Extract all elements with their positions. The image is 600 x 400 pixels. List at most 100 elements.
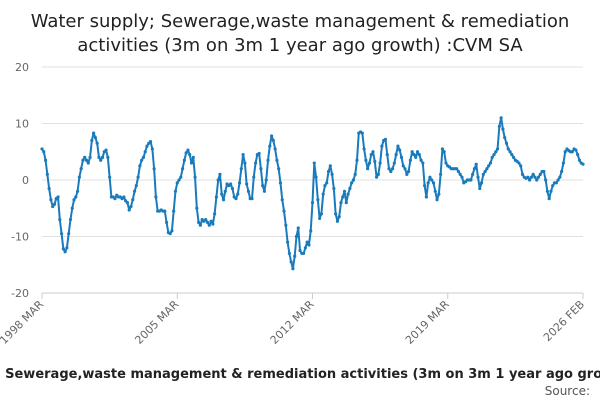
data-point[interactable]	[479, 181, 484, 185]
data-point[interactable]	[373, 159, 377, 163]
data-point[interactable]	[526, 175, 530, 179]
data-point[interactable]	[259, 167, 263, 171]
data-point[interactable]	[536, 175, 541, 179]
data-point[interactable]	[494, 150, 498, 154]
data-point[interactable]	[97, 155, 101, 159]
data-point[interactable]	[305, 240, 309, 244]
data-point[interactable]	[483, 169, 487, 174]
data-point[interactable]	[504, 141, 509, 145]
data-point[interactable]	[93, 136, 97, 140]
data-point[interactable]	[95, 141, 99, 145]
data-point[interactable]	[474, 162, 478, 166]
data-point[interactable]	[257, 151, 261, 156]
data-point[interactable]	[296, 226, 300, 230]
data-point[interactable]	[193, 175, 197, 179]
data-point[interactable]	[558, 175, 562, 179]
data-point[interactable]	[302, 251, 306, 256]
data-point[interactable]	[538, 172, 542, 176]
data-point[interactable]	[511, 155, 516, 159]
data-point[interactable]	[88, 155, 92, 159]
data-point[interactable]	[280, 198, 284, 202]
data-point[interactable]	[246, 189, 251, 193]
data-point[interactable]	[182, 158, 186, 162]
data-point[interactable]	[234, 197, 238, 201]
data-point[interactable]	[307, 243, 311, 247]
data-point[interactable]	[312, 161, 316, 165]
data-point[interactable]	[419, 158, 423, 162]
data-point[interactable]	[319, 212, 323, 216]
data-point[interactable]	[197, 220, 201, 224]
data-point[interactable]	[163, 209, 167, 213]
data-point[interactable]	[426, 181, 430, 185]
data-point[interactable]	[581, 162, 585, 166]
data-point[interactable]	[392, 161, 396, 165]
data-point[interactable]	[216, 178, 220, 182]
data-point[interactable]	[495, 147, 500, 151]
data-point[interactable]	[439, 172, 443, 176]
data-point[interactable]	[65, 246, 69, 250]
data-point[interactable]	[415, 150, 420, 154]
data-point[interactable]	[75, 189, 80, 193]
data-point[interactable]	[435, 198, 439, 202]
data-point[interactable]	[221, 198, 226, 202]
data-point[interactable]	[380, 144, 384, 148]
data-point[interactable]	[339, 201, 343, 205]
data-point[interactable]	[398, 148, 402, 152]
data-point[interactable]	[127, 208, 131, 212]
data-point[interactable]	[83, 155, 87, 159]
data-point[interactable]	[503, 136, 507, 140]
data-point[interactable]	[59, 232, 64, 236]
data-point[interactable]	[175, 181, 179, 185]
data-point[interactable]	[108, 175, 112, 179]
data-point[interactable]	[472, 167, 477, 171]
data-point[interactable]	[456, 169, 461, 174]
data-point[interactable]	[508, 150, 512, 154]
data-point[interactable]	[488, 161, 493, 165]
data-point[interactable]	[383, 137, 388, 141]
data-point[interactable]	[497, 124, 501, 128]
data-point[interactable]	[323, 184, 327, 188]
data-point[interactable]	[252, 175, 256, 179]
data-point[interactable]	[396, 144, 400, 148]
data-point[interactable]	[273, 147, 277, 151]
data-point[interactable]	[150, 147, 154, 151]
data-point[interactable]	[394, 152, 398, 157]
data-point[interactable]	[369, 152, 373, 157]
data-point[interactable]	[334, 212, 338, 216]
data-point[interactable]	[186, 148, 190, 152]
data-point[interactable]	[134, 184, 138, 188]
data-point[interactable]	[284, 223, 288, 227]
data-point[interactable]	[271, 138, 275, 143]
data-point[interactable]	[485, 167, 489, 171]
data-point[interactable]	[285, 240, 290, 244]
data-point[interactable]	[487, 164, 491, 168]
data-point[interactable]	[535, 178, 539, 182]
data-point[interactable]	[455, 167, 459, 171]
data-point[interactable]	[294, 234, 299, 239]
data-point[interactable]	[229, 182, 233, 186]
data-point[interactable]	[547, 197, 551, 201]
data-point[interactable]	[403, 167, 407, 171]
data-point[interactable]	[481, 172, 485, 176]
data-point[interactable]	[499, 116, 503, 120]
data-point[interactable]	[269, 134, 274, 138]
data-point[interactable]	[92, 131, 96, 135]
data-point[interactable]	[179, 175, 183, 179]
data-point[interactable]	[351, 178, 356, 182]
data-point[interactable]	[366, 167, 370, 171]
data-point[interactable]	[58, 217, 62, 222]
data-point[interactable]	[261, 184, 265, 188]
data-point[interactable]	[262, 189, 267, 193]
data-point[interactable]	[205, 220, 210, 224]
data-point[interactable]	[100, 155, 105, 159]
data-point[interactable]	[471, 172, 475, 176]
data-point[interactable]	[551, 184, 555, 188]
data-point[interactable]	[360, 131, 364, 135]
data-point[interactable]	[389, 169, 393, 174]
data-point[interactable]	[303, 246, 307, 250]
data-point[interactable]	[164, 220, 169, 224]
data-point[interactable]	[275, 158, 279, 162]
data-point[interactable]	[132, 189, 137, 193]
data-point[interactable]	[104, 148, 108, 152]
data-point[interactable]	[533, 175, 537, 179]
